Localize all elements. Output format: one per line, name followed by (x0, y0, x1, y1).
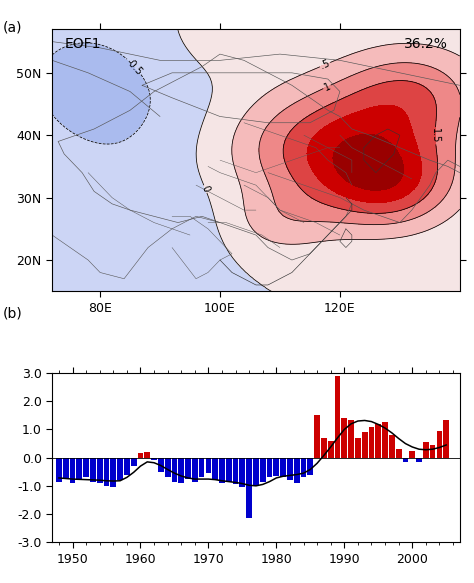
Text: 1.5: 1.5 (430, 128, 440, 143)
Bar (260, 458, 265, 482)
Bar (97, 458, 102, 483)
Bar (83, 458, 89, 477)
Bar (90, 458, 96, 482)
Bar (178, 458, 184, 483)
Bar (437, 431, 442, 458)
Text: 1: 1 (322, 81, 332, 93)
Bar (335, 376, 340, 458)
Bar (165, 458, 171, 477)
Bar (287, 458, 293, 480)
Bar (104, 458, 109, 486)
Bar (416, 458, 422, 462)
Bar (219, 458, 225, 483)
Text: EOF1: EOF1 (64, 37, 101, 51)
Bar (76, 458, 82, 480)
Text: 0: 0 (200, 184, 211, 194)
Bar (172, 458, 177, 482)
Bar (185, 458, 191, 479)
Bar (199, 458, 204, 477)
Bar (233, 458, 238, 484)
Bar (253, 458, 259, 486)
Bar (158, 458, 164, 472)
Bar (63, 458, 69, 479)
Bar (375, 424, 381, 458)
Bar (389, 435, 395, 458)
Bar (124, 458, 130, 475)
Text: .5: .5 (319, 58, 331, 71)
Bar (70, 458, 75, 483)
Bar (226, 458, 232, 482)
Bar (348, 420, 354, 458)
Bar (212, 458, 218, 480)
Bar (110, 458, 116, 487)
Bar (294, 458, 300, 483)
Bar (137, 454, 143, 458)
Bar (314, 416, 320, 458)
Bar (280, 458, 286, 477)
Bar (402, 458, 408, 462)
Bar (369, 427, 374, 458)
Bar (206, 458, 211, 473)
Bar (328, 441, 334, 458)
Bar (321, 438, 327, 458)
Bar (355, 438, 361, 458)
Bar (273, 458, 279, 476)
Bar (396, 449, 401, 458)
Text: (b): (b) (2, 306, 22, 320)
Bar (430, 445, 436, 458)
Bar (131, 458, 137, 466)
Bar (145, 452, 150, 458)
Bar (246, 458, 252, 518)
Bar (382, 423, 388, 458)
Bar (239, 458, 245, 487)
Bar (151, 458, 157, 461)
Bar (117, 458, 123, 480)
Bar (308, 458, 313, 475)
Text: (a): (a) (2, 20, 22, 34)
Bar (301, 458, 306, 477)
Bar (267, 458, 273, 477)
Bar (423, 442, 428, 458)
Bar (362, 433, 367, 458)
Bar (341, 418, 347, 458)
Bar (56, 458, 62, 482)
Bar (410, 451, 415, 458)
Text: 36.2%: 36.2% (404, 37, 447, 51)
Text: -0.5: -0.5 (125, 56, 145, 77)
Bar (443, 420, 449, 458)
Bar (192, 458, 198, 482)
